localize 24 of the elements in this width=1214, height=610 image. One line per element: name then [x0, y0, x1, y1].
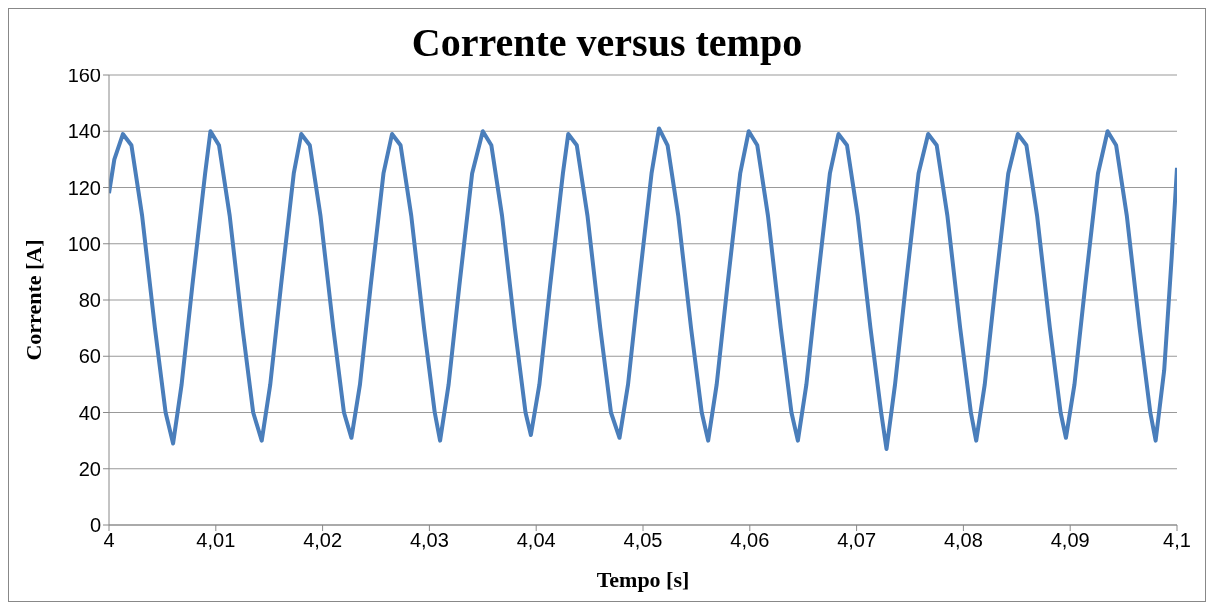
x-tick-label: 4,1	[1163, 529, 1191, 552]
x-tick-label: 4	[103, 529, 115, 552]
x-tick-label: 4,09	[1050, 529, 1090, 552]
x-tick-label: 4,03	[409, 529, 449, 552]
x-tick-label: 4,01	[196, 529, 236, 552]
y-tick-label: 120	[67, 176, 101, 199]
y-tick-label: 140	[67, 120, 101, 143]
y-axis-title: Corrente [A]	[20, 239, 46, 361]
y-tick-label: 160	[67, 64, 101, 87]
y-tick-label: 60	[78, 345, 101, 368]
chart-title: Corrente versus tempo	[411, 20, 803, 65]
x-tick-label: 4,07	[837, 529, 877, 552]
x-tick-label: 4,06	[730, 529, 770, 552]
line-series	[109, 126, 1177, 452]
y-tick-label: 0	[89, 514, 101, 537]
x-axis-title: Tempo [s]	[596, 567, 690, 592]
y-tick-label: 100	[67, 232, 101, 255]
x-tick-label: 4,08	[943, 529, 983, 552]
x-tick-label: 4,04	[516, 529, 556, 552]
y-tick-label: 20	[78, 457, 101, 480]
y-tick-label: 80	[78, 289, 101, 312]
x-tick-label: 4,05	[623, 529, 663, 552]
x-tick-label: 4,02	[303, 529, 343, 552]
y-tick-label: 40	[78, 401, 101, 424]
